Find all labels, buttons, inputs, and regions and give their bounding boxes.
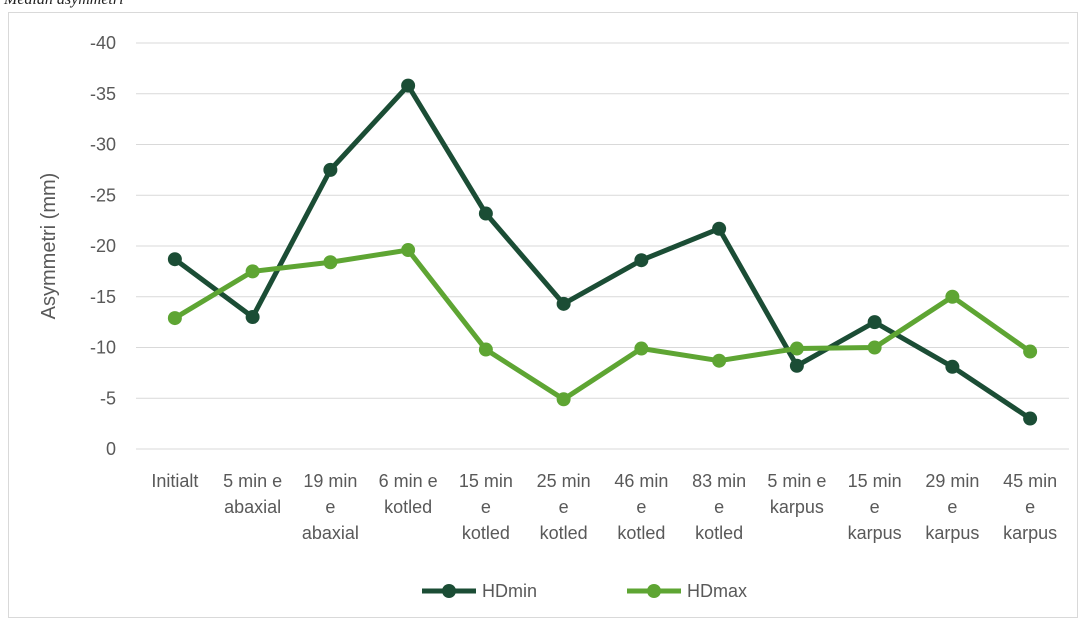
y-tick-label: 0 [106, 439, 116, 459]
y-tick-label: -15 [90, 287, 116, 307]
data-point-hdmax [401, 243, 416, 258]
y-tick-label: -20 [90, 236, 116, 256]
legend-label-hdmin: HDmin [482, 581, 537, 601]
data-point-hdmin [634, 253, 649, 268]
series-line-hdmin [172, 83, 1033, 422]
x-tick-label: 83 min e kotled [692, 471, 746, 543]
x-tick-label: 45 min e karpus [1003, 471, 1057, 543]
data-point-hdmax [167, 311, 182, 326]
data-point-hdmin [712, 221, 727, 236]
data-point-hdmax [478, 342, 493, 357]
x-tick-label: 5 min e abaxial [223, 471, 282, 517]
data-point-hdmin [867, 315, 882, 330]
x-tick-label: Initialt [151, 471, 198, 491]
y-tick-label: -40 [90, 33, 116, 53]
y-tick-label: -25 [90, 185, 116, 205]
data-point-hdmax [789, 341, 804, 356]
y-axis-title: Asymmetri (mm) [38, 173, 60, 320]
x-tick-label: 5 min e karpus [767, 471, 826, 517]
data-point-hdmax [1023, 344, 1038, 359]
x-tick-label: 6 min e kotled [379, 471, 438, 517]
x-tick-label: 25 min e kotled [537, 471, 591, 543]
data-point-hdmax [867, 340, 882, 355]
data-point-hdmin [478, 206, 493, 221]
data-point-hdmin [789, 358, 804, 373]
data-point-hdmin [401, 78, 416, 93]
x-tick-label: 15 min e kotled [459, 471, 513, 543]
figure-caption: Median asymmetri [4, 0, 124, 9]
y-tick-label: -30 [90, 135, 116, 155]
y-tick-label: -5 [100, 388, 116, 408]
data-point-hdmin [323, 162, 338, 177]
data-point-hdmin [556, 296, 571, 311]
legend-marker-hdmin [442, 584, 456, 598]
x-tick-label: 46 min e kotled [614, 471, 668, 543]
y-tick-label: -35 [90, 84, 116, 104]
data-point-hdmax [245, 264, 260, 279]
data-point-hdmax [323, 255, 338, 270]
data-point-hdmax [712, 353, 727, 368]
legend-marker-hdmax [647, 584, 661, 598]
data-point-hdmin [945, 359, 960, 374]
data-point-hdmax [634, 341, 649, 356]
x-tick-label: 19 min e abaxial [302, 471, 359, 543]
data-point-hdmax [945, 289, 960, 304]
data-point-hdmin [245, 310, 260, 325]
y-tick-label: -10 [90, 338, 116, 358]
x-tick-label: 29 min e karpus [925, 471, 979, 543]
data-point-hdmin [167, 252, 182, 267]
series-line-hdmax [172, 247, 1033, 402]
data-point-hdmax [556, 392, 571, 407]
x-tick-label: 15 min e karpus [848, 471, 902, 543]
data-point-hdmin [1023, 411, 1038, 426]
legend-label-hdmax: HDmax [687, 581, 747, 601]
